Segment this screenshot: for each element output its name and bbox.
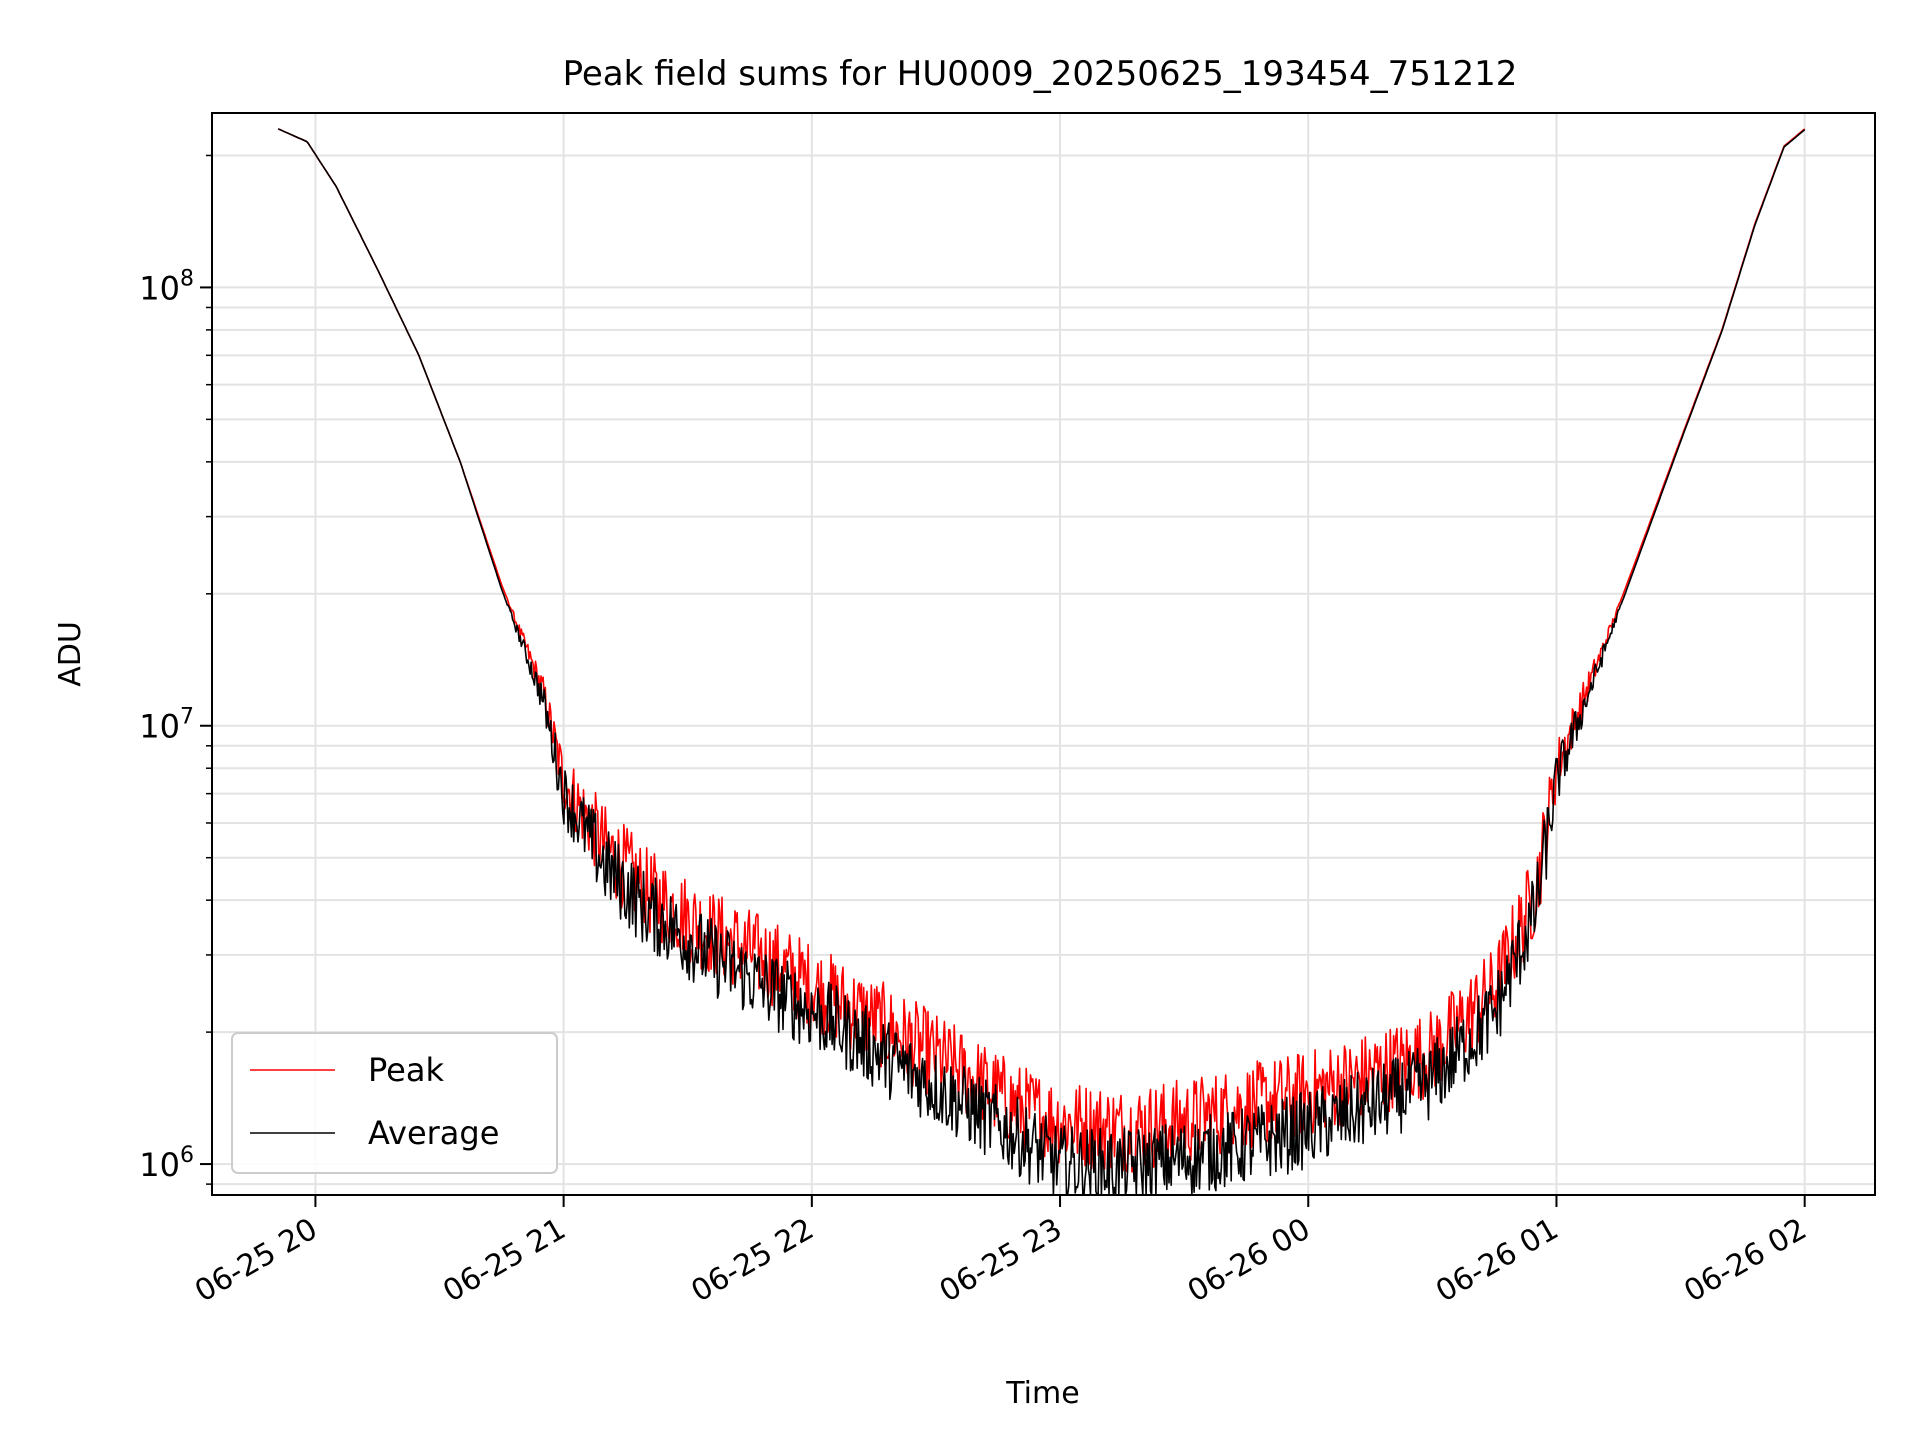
legend: Peak Average — [231, 1032, 558, 1174]
y-tick-label: 106 — [139, 1143, 194, 1184]
y-axis: 106 107 108 — [139, 154, 212, 1185]
legend-label-average: Average — [368, 1114, 499, 1152]
legend-box — [231, 1032, 558, 1174]
y-tick-label: 107 — [139, 705, 194, 746]
chart-title: Peak field sums for HU0009_20250625_1934… — [563, 54, 1518, 94]
legend-label-peak: Peak — [368, 1051, 444, 1089]
series-layer — [277, 128, 1806, 1196]
series-line-average — [277, 128, 1806, 1196]
plot-area-frame — [211, 112, 1876, 1196]
x-axis-label: Time — [1005, 1376, 1079, 1411]
y-tick-label: 108 — [139, 266, 194, 307]
y-axis-label: ADU — [53, 621, 88, 687]
